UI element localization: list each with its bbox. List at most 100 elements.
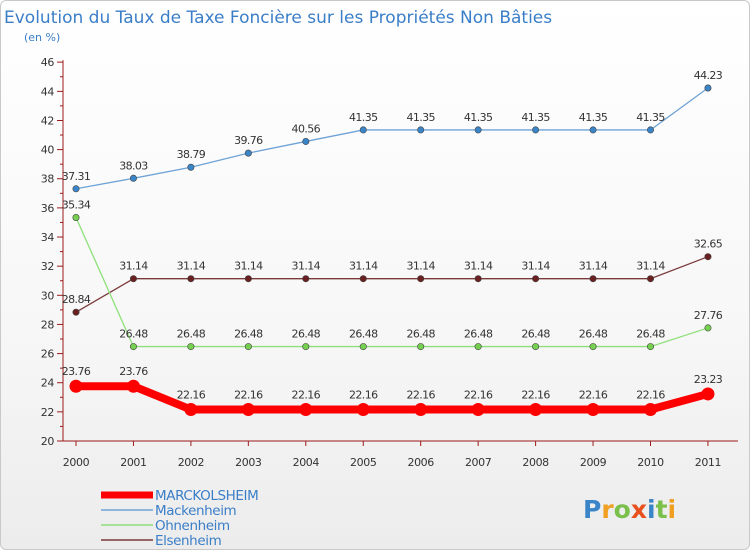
data-label: 26.48 [234, 328, 263, 341]
y-tick-label: 34 [41, 231, 55, 244]
data-point [646, 343, 654, 351]
data-point [704, 253, 712, 261]
data-point [184, 403, 198, 417]
data-point [187, 343, 195, 351]
data-point [644, 403, 657, 417]
data-point [244, 275, 252, 283]
data-point [701, 387, 715, 401]
y-tick-label: 28 [41, 318, 55, 331]
data-point [646, 126, 654, 134]
logo-letter: o [614, 495, 631, 524]
data-label: 39.76 [234, 134, 263, 147]
data-point [129, 174, 137, 182]
data-label: 23.76 [119, 365, 148, 378]
x-tick-label: 2003 [235, 456, 262, 469]
series-line [76, 382, 709, 414]
data-label: 41.35 [349, 111, 378, 124]
data-label: 22.16 [636, 389, 665, 402]
data-label: 22.16 [579, 389, 608, 402]
data-point [302, 343, 310, 351]
data-label: 31.14 [521, 260, 550, 273]
data-label: 22.16 [234, 389, 263, 402]
data-point [129, 343, 137, 351]
logo-letter: t [656, 495, 668, 524]
data-label: 41.35 [636, 111, 665, 124]
legend-label: Elsenheim [155, 533, 221, 549]
data-label: 22.16 [521, 389, 550, 402]
data-point [302, 275, 310, 283]
y-tick-label: 44 [41, 85, 55, 98]
data-point [72, 185, 80, 193]
data-label: 26.48 [521, 328, 550, 341]
data-label: 26.48 [406, 328, 435, 341]
data-label: 38.03 [119, 159, 148, 172]
data-label: 31.14 [292, 260, 321, 273]
series-layer: 28.84 31.14 31.14 31.14 31.14 31.14 31.14 31.14… [62, 69, 723, 417]
data-label: 22.16 [349, 389, 378, 402]
chart-subtitle: (en %) [24, 31, 60, 44]
x-tick-label: 2007 [465, 456, 492, 469]
x-tick-label: 2004 [293, 456, 320, 469]
data-point [589, 126, 597, 134]
data-label: 27.76 [694, 309, 723, 322]
legend-label: MARCKOLSHEIM [155, 488, 258, 504]
data-label: 31.14 [636, 260, 665, 273]
data-label: 44.23 [694, 69, 723, 82]
data-point [244, 343, 252, 351]
data-point [532, 343, 540, 351]
logo-letter: P [583, 495, 601, 524]
logo-letter: i [668, 495, 677, 524]
x-tick-label: 2011 [695, 456, 721, 469]
y-tick-label: 26 [41, 348, 55, 361]
y-tick-label: 32 [41, 260, 54, 273]
data-point [474, 343, 482, 351]
x-tick-label: 2006 [407, 456, 434, 469]
legend-label: Mackenheim [155, 503, 236, 519]
y-tick-label: 24 [41, 377, 55, 390]
data-point [529, 403, 543, 417]
data-label: 22.16 [292, 389, 321, 402]
data-label: 41.35 [579, 111, 608, 124]
data-point [471, 403, 485, 417]
data-point [704, 84, 712, 92]
data-label: 32.65 [694, 238, 723, 251]
data-label: 26.48 [464, 328, 493, 341]
data-point [69, 379, 83, 393]
data-point [414, 403, 428, 417]
data-point [244, 149, 252, 157]
y-tick-label: 30 [41, 289, 55, 302]
y-tick-label: 42 [41, 114, 54, 127]
data-point [126, 379, 140, 393]
data-label: 41.35 [406, 111, 435, 124]
data-label: 31.14 [579, 260, 608, 273]
y-tick-label: 40 [41, 144, 55, 157]
data-point [72, 213, 80, 221]
data-label: 31.14 [349, 260, 378, 273]
data-point [646, 275, 654, 283]
data-label: 35.34 [62, 198, 91, 211]
data-point [532, 275, 540, 283]
axes: 20 22 24 26 28 30 32 34 36 38 40 42 44 46 2000 2001 2002… [41, 56, 738, 469]
chart-title: Evolution du Taux de Taxe Foncière sur l… [4, 8, 552, 28]
data-point [532, 126, 540, 134]
x-tick-label: 2008 [522, 456, 549, 469]
data-label: 23.76 [62, 365, 91, 378]
data-point [359, 275, 367, 283]
series-ohnenheim: 35.34 26.48 26.48 26.48 26.48 26.48 26.48 26.48… [62, 198, 723, 351]
series-elsenheim: 28.84 31.14 31.14 31.14 31.14 31.14 31.14 31.14… [62, 238, 723, 316]
y-tick-label: 36 [41, 202, 55, 215]
data-point [359, 343, 367, 351]
data-label: 26.48 [177, 328, 206, 341]
data-label: 28.84 [62, 293, 91, 306]
series-mackenheim: 37.31 38.03 38.79 39.76 40.56 41.35 41.35 41.35… [62, 69, 723, 193]
series-line [75, 217, 709, 348]
series-line [75, 256, 709, 313]
y-tick-label: 20 [41, 435, 55, 448]
data-label: 31.14 [119, 260, 148, 273]
logo-text: Proxiti [583, 495, 676, 524]
data-point [129, 275, 137, 283]
data-point [187, 163, 195, 171]
x-tick-label: 2005 [350, 456, 377, 469]
